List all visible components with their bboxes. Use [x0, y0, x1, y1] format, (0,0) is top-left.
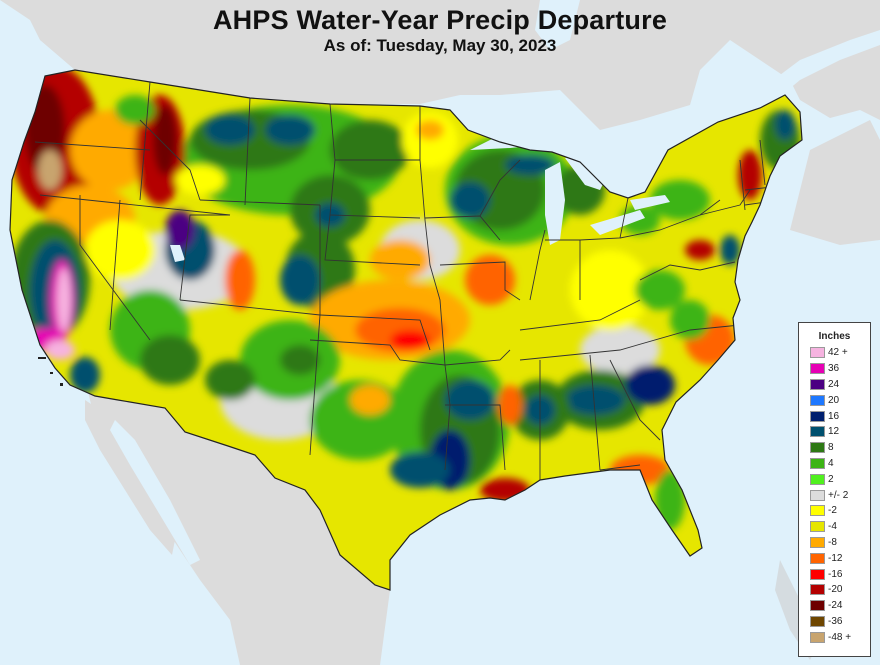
precip-field [10, 70, 802, 590]
legend-swatch [810, 457, 825, 469]
legend-label: -36 [828, 615, 843, 627]
legend-label: 42 + [828, 347, 848, 359]
legend-item: -16 [810, 566, 870, 582]
legend-item: 36 [810, 361, 870, 377]
legend-item: 16 [810, 408, 870, 424]
legend-item: 12 [810, 424, 870, 440]
legend-swatch [810, 584, 825, 596]
legend-label: +/- 2 [828, 489, 849, 501]
legend-label: -12 [828, 552, 843, 564]
legend-swatch [810, 521, 825, 533]
legend-item: -4 [810, 519, 870, 535]
legend-item: -20 [810, 582, 870, 598]
legend-label: -16 [828, 568, 843, 580]
legend-label: 36 [828, 363, 840, 375]
legend-swatch [810, 347, 825, 359]
legend-item: -12 [810, 550, 870, 566]
legend-label: 24 [828, 378, 840, 390]
legend-label: -24 [828, 600, 843, 612]
legend-swatch [810, 363, 825, 375]
legend-swatch [810, 631, 825, 643]
hudson-bay-water [535, 0, 580, 50]
state-borders [34, 81, 791, 480]
legend-swatch [810, 600, 825, 612]
legend-item: 4 [810, 456, 870, 472]
legend-label: 2 [828, 473, 834, 485]
legend-item: -24 [810, 598, 870, 614]
legend-label: 8 [828, 442, 834, 454]
legend-swatch [810, 442, 825, 454]
legend-label: 12 [828, 426, 840, 438]
channel-islands [38, 357, 63, 386]
legend-item: -8 [810, 535, 870, 551]
legend-item: +/- 2 [810, 487, 870, 503]
legend-swatch [810, 615, 825, 627]
legend-swatch [810, 568, 825, 580]
legend-swatch [810, 536, 825, 548]
legend-swatch [810, 489, 825, 501]
legend-label: 4 [828, 457, 834, 469]
legend-item: 24 [810, 377, 870, 393]
gulf-of-california [110, 420, 200, 565]
legend-swatch [810, 473, 825, 485]
legend-label: 16 [828, 410, 840, 422]
legend-swatch [810, 378, 825, 390]
legend-label: 20 [828, 394, 840, 406]
legend-item: 20 [810, 392, 870, 408]
legend-label: -8 [828, 536, 837, 548]
legend-swatch [810, 394, 825, 406]
legend-label: -4 [828, 521, 837, 533]
legend-label: -2 [828, 505, 837, 517]
legend-swatch [810, 505, 825, 517]
legend-swatch [810, 426, 825, 438]
legend-title: Inches [818, 331, 851, 342]
legend-item: 2 [810, 471, 870, 487]
legend-item: 42 + [810, 345, 870, 361]
legend-swatch [810, 552, 825, 564]
legend-item: -36 [810, 614, 870, 630]
legend-label: -48 + [828, 631, 852, 643]
legend-item: 8 [810, 440, 870, 456]
legend-item: -48 + [810, 629, 870, 645]
legend-item: -2 [810, 503, 870, 519]
us-outline [9, 69, 803, 591]
legend-swatch [810, 410, 825, 422]
legend: Inches 42 + 36 24 20 16 12 8 4 2 +/- 2 -2 -4 -8 -12 -1… [798, 322, 871, 657]
legend-label: -20 [828, 584, 843, 596]
